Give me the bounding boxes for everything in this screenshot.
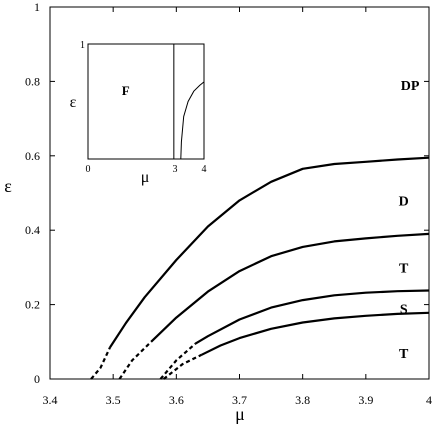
y-axis-label: ε: [4, 176, 12, 196]
boundary-curve-dashed-2: [118, 341, 152, 380]
boundary-curve-dashed-4: [163, 353, 203, 380]
x-tick-label: 3.5: [106, 393, 121, 407]
x-tick-label: 3.6: [169, 393, 184, 407]
boundary-curve-4: [201, 311, 430, 356]
x-axis-label: μ: [235, 404, 245, 424]
region-label-s: S: [400, 302, 408, 317]
inset-boundary-curve: [180, 81, 205, 160]
boundary-curve-2: [150, 232, 430, 343]
inset-boundaries: [173, 44, 205, 160]
inset-x-tick-label: 3: [173, 164, 178, 175]
x-tick-label: 3.8: [295, 393, 310, 407]
region-label-t: T: [399, 261, 409, 276]
boundary-curve-dashed-3: [159, 342, 197, 380]
boundary-curve-dashed-1: [90, 346, 111, 380]
y-tick-label: 0.8: [25, 74, 40, 88]
boundary-curve-3: [194, 289, 430, 345]
boundary-curve-1: [109, 156, 430, 349]
y-tick-label: 0.2: [25, 298, 40, 312]
main-axis-ticks: 3.4 3.5 3.6 3.7 3.8 3.9 4 0 0.2 0.4 0.6 0.8 1: [25, 0, 432, 407]
y-tick-label: 0.4: [25, 223, 40, 237]
inset-region-labels: F: [122, 83, 130, 98]
inset-frame: [87, 43, 205, 160]
inset-plot: 0 3 4 1 F μ ε: [70, 40, 207, 186]
inset-x-tick-label: 0: [86, 164, 91, 175]
region-label-t: T: [399, 347, 409, 362]
x-tick-label: 3.4: [43, 393, 58, 407]
y-tick-label: 1: [34, 0, 40, 14]
x-tick-label: 4: [426, 393, 432, 407]
inset-x-axis-label: μ: [141, 169, 150, 186]
inset-region-label-f: F: [122, 83, 130, 98]
x-tick-label: 3.9: [358, 393, 373, 407]
inset-y-axis-label: ε: [70, 94, 77, 111]
x-tick-label: 3.7: [232, 393, 247, 407]
region-labels: DP D T S T: [399, 79, 420, 362]
y-tick-label: 0: [34, 372, 40, 386]
y-tick-label: 0.6: [25, 149, 40, 163]
boundary-curves: [90, 156, 430, 380]
inset-axis-ticks: 0 3 4 1: [80, 40, 207, 175]
region-label-d: D: [399, 194, 409, 209]
inset-y-tick-label: 1: [80, 40, 85, 51]
inset-x-tick-label: 4: [202, 164, 207, 175]
region-label-dp: DP: [401, 79, 420, 94]
